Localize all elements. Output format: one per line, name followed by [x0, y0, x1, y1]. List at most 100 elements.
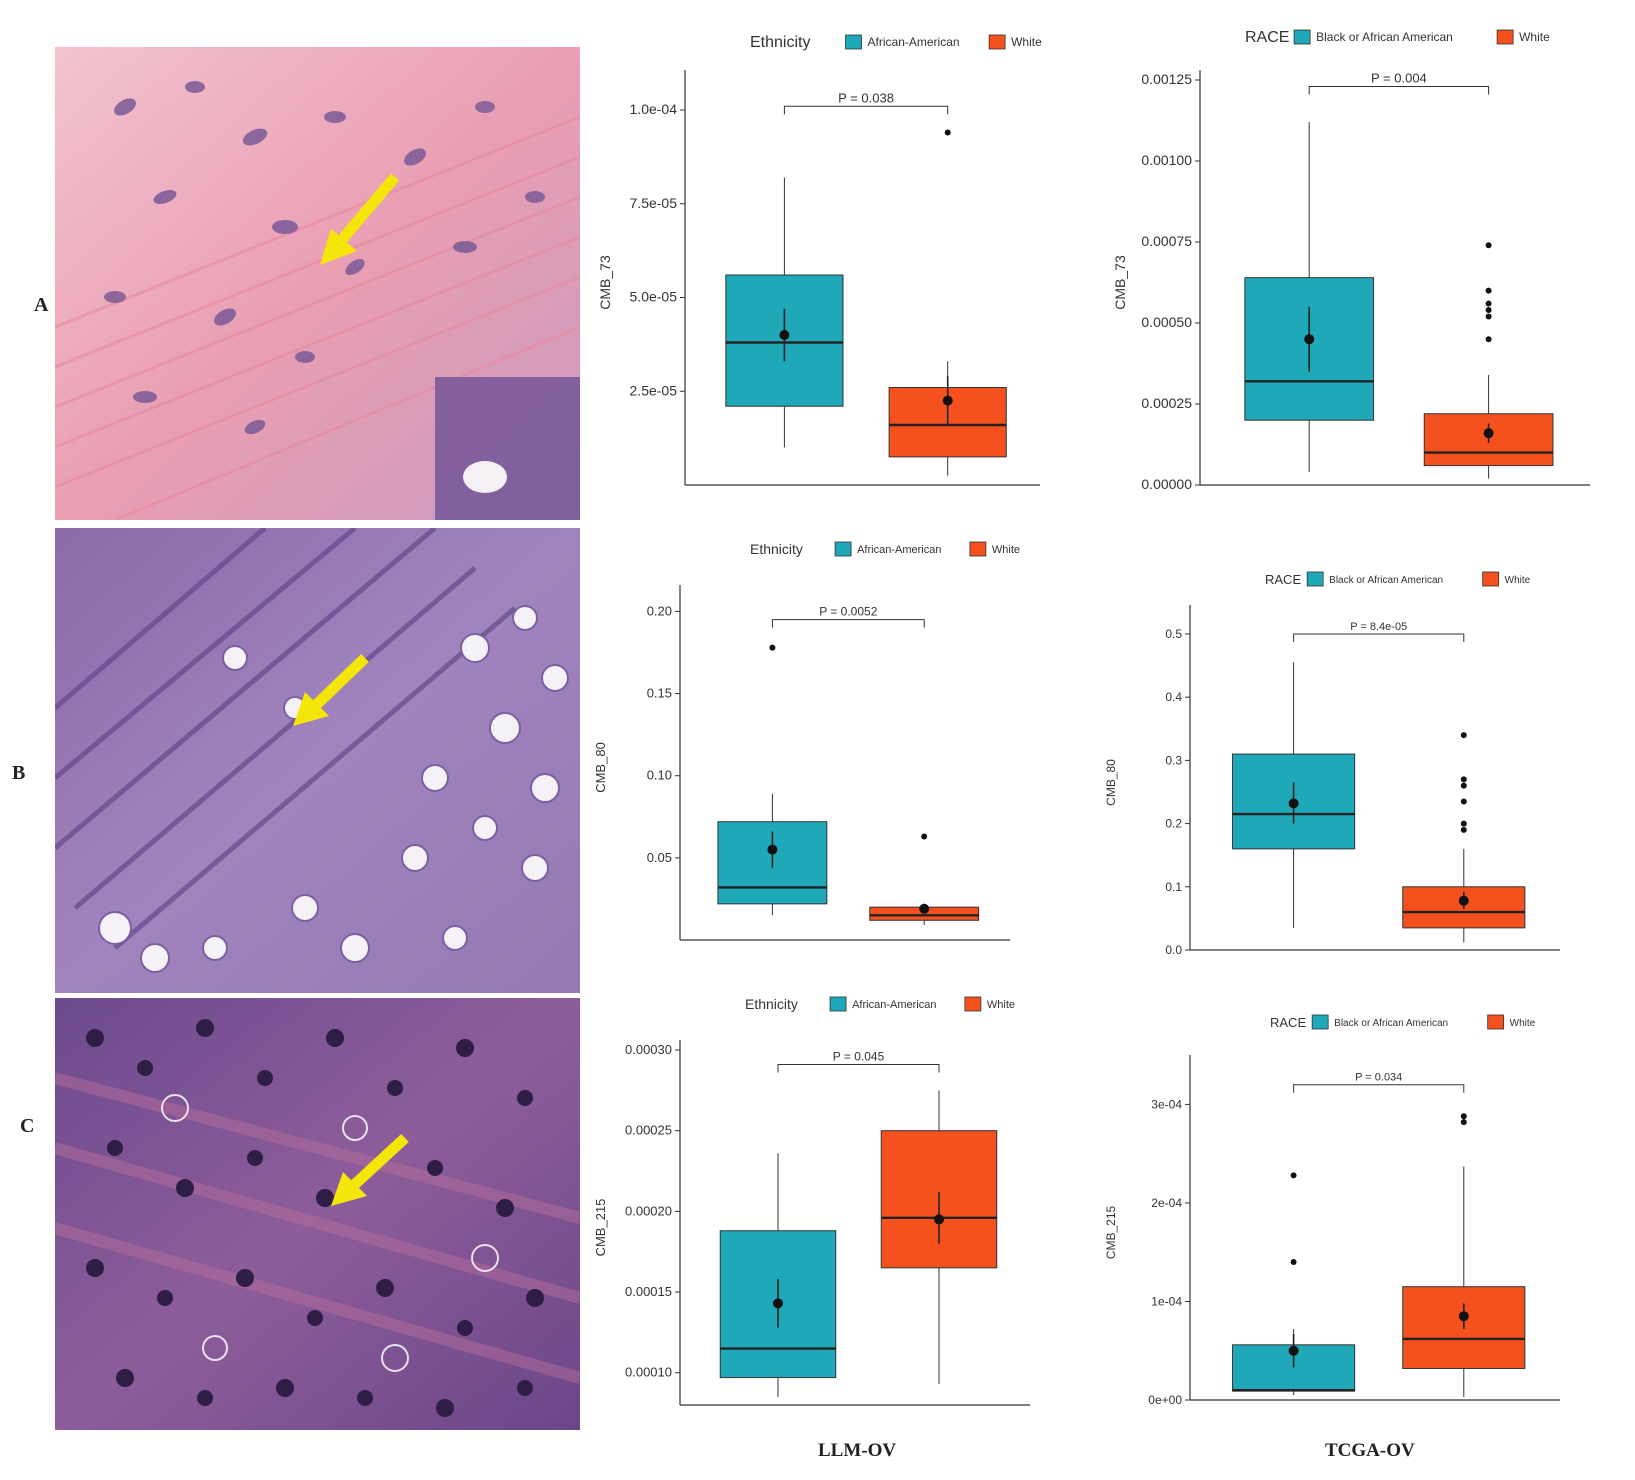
bracket-line — [1293, 1084, 1465, 1093]
caption-tcga-ov: TCGA-OV — [1325, 1440, 1415, 1461]
histology-image-a — [55, 47, 580, 520]
legend-label: White — [987, 999, 1015, 1011]
legend: RACE Black or African American White — [1270, 1014, 1536, 1030]
mean-point — [767, 844, 778, 855]
outlier-point — [1485, 300, 1492, 307]
legend-label: African-American — [852, 999, 936, 1011]
y-tick-label: 0.2 — [1165, 817, 1182, 831]
legend-key — [834, 541, 852, 557]
legend-label: White — [1505, 575, 1531, 586]
outlier-point — [1290, 1259, 1297, 1266]
boxplot-c-tcga: RACE Black or African American White 0e+00 1… — [1104, 1000, 1620, 1430]
outlier-point — [769, 644, 776, 651]
panel-letter-c: C — [20, 1115, 35, 1137]
p-value-label: P = 0.045 — [833, 1050, 885, 1064]
legend-title: Ethnicity — [745, 996, 798, 1012]
panel-letter-b: B — [12, 762, 26, 784]
outlier-point — [1485, 336, 1492, 343]
y-tick-label: 0.3 — [1165, 753, 1182, 767]
outlier-point — [944, 129, 951, 136]
y-tick-label: 7.5e-05 — [630, 195, 678, 211]
significance-bracket: P = 0.038 — [783, 90, 949, 115]
caption-llm-ov: LLM-OV — [818, 1440, 897, 1461]
y-tick-label: 0.00125 — [1141, 71, 1192, 87]
mean-point — [1304, 334, 1315, 345]
arrow-icon — [331, 1133, 409, 1206]
outlier-point — [1460, 798, 1467, 805]
boxplot-c-llm: Ethnicity African-American White 0.00010 0.0… — [580, 985, 1100, 1435]
outlier-point — [921, 833, 928, 840]
significance-bracket: P = 8.4e-05 — [1293, 621, 1465, 642]
bracket-line — [777, 1064, 940, 1073]
boxplot-b-tcga: RACE Black or African American White 0.0 0.1… — [1104, 550, 1620, 980]
arrow-icon — [293, 654, 369, 726]
p-value-label: P = 0.0052 — [819, 605, 877, 619]
y-tick-label: 0.00050 — [1141, 314, 1192, 330]
outlier-point — [1485, 313, 1492, 320]
legend-label: White — [1519, 30, 1550, 44]
y-tick-label: 5.0e-05 — [630, 289, 678, 305]
mean-point — [779, 330, 790, 340]
boxplot-a-tcga: RACE Black or African American White 0.0000… — [1090, 15, 1630, 515]
mean-point — [1288, 798, 1299, 809]
mean-point — [1458, 895, 1469, 906]
outlier-point — [1460, 1119, 1467, 1126]
legend-key — [845, 34, 862, 50]
legend: Ethnicity African-American White — [750, 541, 1020, 557]
bracket-line — [783, 105, 949, 115]
outlier-point — [1485, 307, 1492, 314]
y-tick-label: 0.00000 — [1141, 476, 1192, 492]
legend: Ethnicity African-American White — [745, 996, 1015, 1012]
y-tick-label: 1.0e-04 — [630, 101, 678, 117]
significance-bracket: P = 0.0052 — [771, 605, 925, 628]
legend-label: White — [1510, 1018, 1536, 1029]
y-axis-label: CMB_80 — [1104, 759, 1118, 806]
y-tick-label: 0.05 — [647, 850, 672, 865]
y-tick-label: 0.15 — [647, 686, 672, 701]
significance-bracket: P = 0.004 — [1308, 70, 1490, 95]
p-value-label: P = 0.034 — [1355, 1072, 1402, 1084]
legend: Ethnicity African-American White — [750, 34, 1042, 51]
y-axis-label: CMB_73 — [1112, 255, 1128, 310]
outlier-point — [1460, 1113, 1467, 1120]
legend-label: White — [992, 544, 1020, 556]
y-tick-label: 0.00015 — [625, 1284, 672, 1299]
p-value-label: P = 0.004 — [1371, 70, 1427, 85]
y-tick-label: 0.4 — [1165, 690, 1182, 704]
y-tick-label: 0.00100 — [1141, 152, 1192, 168]
y-tick-label: 2.5e-05 — [630, 382, 678, 398]
legend-label: Black or African American — [1329, 575, 1443, 586]
legend-label: Black or African American — [1316, 30, 1453, 44]
mean-point — [1483, 428, 1494, 439]
y-tick-label: 0.5 — [1165, 627, 1182, 641]
legend-key — [964, 996, 982, 1012]
legend: RACE Black or African American White — [1245, 29, 1550, 46]
y-axis-label: CMB_80 — [593, 742, 608, 793]
legend-key — [1293, 29, 1311, 45]
legend-title: RACE — [1270, 1015, 1306, 1030]
outlier-point — [1485, 287, 1492, 294]
outlier-point — [1290, 1172, 1297, 1179]
significance-bracket: P = 0.045 — [777, 1050, 940, 1073]
legend-key — [969, 541, 987, 557]
boxplot-a-llm: Ethnicity African-American White 2.5e-05 5.0… — [580, 15, 1140, 515]
legend-key — [1306, 571, 1324, 587]
outlier-point — [1460, 732, 1467, 739]
panel-letter-a: A — [34, 294, 49, 316]
outlier-point — [1460, 776, 1467, 783]
legend-key — [1482, 571, 1500, 587]
y-axis-label: CMB_215 — [593, 1199, 608, 1257]
legend-key — [829, 996, 847, 1012]
legend-label: African-American — [857, 544, 941, 556]
y-tick-label: 0.00020 — [625, 1203, 672, 1218]
bracket-line — [1308, 85, 1490, 95]
outlier-point — [1460, 826, 1467, 833]
outlier-point — [1460, 782, 1467, 789]
y-tick-label: 0.00010 — [625, 1365, 672, 1380]
legend: RACE Black or African American White — [1265, 571, 1531, 587]
p-value-label: P = 0.038 — [838, 90, 894, 105]
legend-label: African-American — [868, 35, 960, 49]
bracket-line — [771, 619, 925, 628]
significance-bracket: P = 0.034 — [1293, 1072, 1465, 1093]
p-value-label: P = 8.4e-05 — [1350, 621, 1407, 633]
